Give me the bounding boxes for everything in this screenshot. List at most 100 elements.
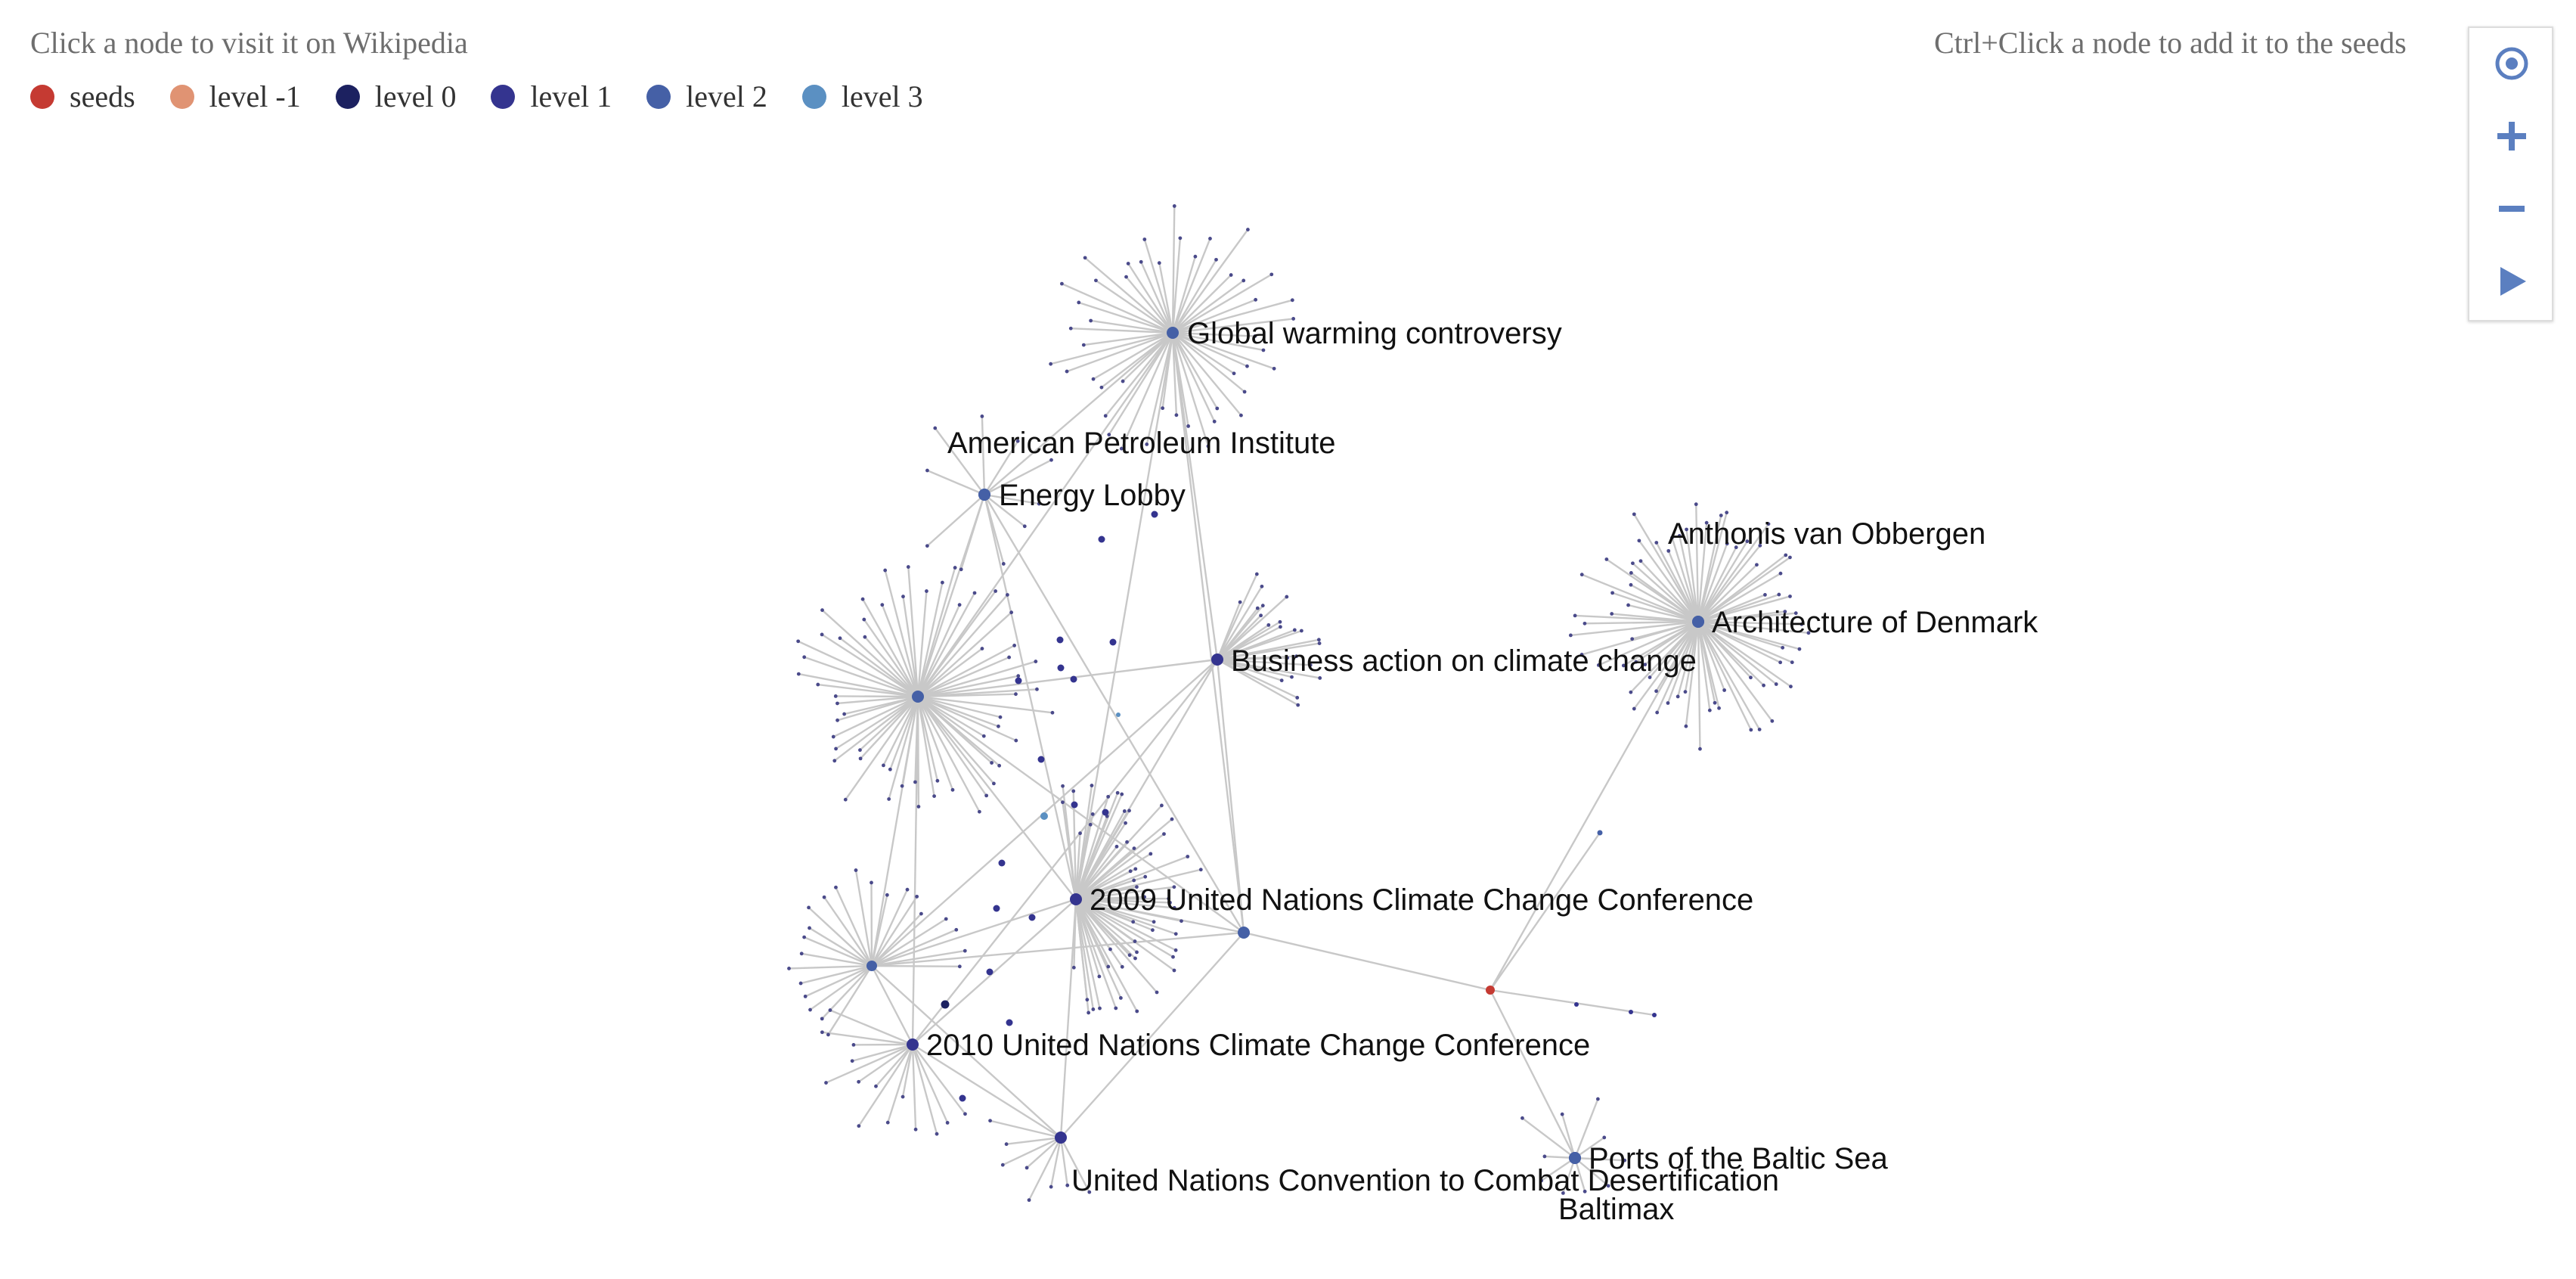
leaf-node[interactable]: [1014, 738, 1018, 743]
leaf-node[interactable]: [1308, 663, 1313, 667]
leaf-node[interactable]: [1152, 920, 1156, 924]
leaf-node[interactable]: [916, 805, 921, 809]
leaf-node[interactable]: [1582, 1189, 1587, 1194]
leaf-node[interactable]: [1114, 1006, 1118, 1010]
leaf-node[interactable]: [1125, 840, 1129, 844]
leaf-node[interactable]: [1142, 237, 1147, 241]
leaf-node[interactable]: [935, 1132, 939, 1136]
leaf-node[interactable]: [1118, 996, 1123, 1000]
leaf-node[interactable]: [1629, 690, 1633, 694]
leaf-node[interactable]: [1677, 534, 1682, 538]
leaf-node[interactable]: [1127, 809, 1131, 813]
intermediate-node[interactable]: [1057, 664, 1065, 672]
leaf-node[interactable]: [1173, 948, 1178, 952]
leaf-node[interactable]: [1081, 343, 1086, 347]
leaf-node[interactable]: [1632, 706, 1636, 711]
leaf-node[interactable]: [824, 1081, 828, 1085]
leaf-node[interactable]: [945, 1121, 950, 1125]
leaf-node[interactable]: [933, 426, 938, 430]
leaf-node[interactable]: [1071, 789, 1076, 793]
leaf-node[interactable]: [963, 948, 967, 953]
leaf-node[interactable]: [1704, 520, 1709, 525]
leaf-node[interactable]: [990, 761, 994, 765]
intermediate-node[interactable]: [1028, 914, 1036, 921]
leaf-node[interactable]: [1120, 964, 1124, 969]
leaf-node[interactable]: [1077, 300, 1081, 305]
leaf-node[interactable]: [1106, 964, 1111, 969]
leaf-node[interactable]: [1133, 956, 1137, 961]
leaf-node[interactable]: [1643, 663, 1648, 667]
leaf-node[interactable]: [1242, 278, 1246, 283]
leaf-node[interactable]: [828, 1008, 832, 1012]
graph-node-global-warming-controversy[interactable]: [1167, 327, 1179, 339]
leaf-node[interactable]: [1255, 606, 1260, 610]
leaf-node[interactable]: [1774, 682, 1778, 686]
leaf-node[interactable]: [1025, 1166, 1029, 1170]
leaf-node[interactable]: [963, 1112, 967, 1116]
leaf-node[interactable]: [1037, 501, 1041, 506]
leaf-node[interactable]: [851, 1042, 856, 1047]
leaf-node[interactable]: [1098, 1006, 1102, 1010]
leaf-node[interactable]: [1316, 638, 1321, 642]
leaf-node[interactable]: [1001, 562, 1006, 566]
leaf-node[interactable]: [980, 414, 984, 418]
leaf-node[interactable]: [1749, 728, 1753, 732]
graph-node-architecture-of-denmark[interactable]: [1692, 616, 1704, 628]
leaf-node[interactable]: [1131, 920, 1136, 924]
zoom-out-button[interactable]: [2469, 173, 2555, 246]
leaf-node[interactable]: [1012, 644, 1017, 647]
intermediate-node[interactable]: [1040, 812, 1048, 820]
leaf-node[interactable]: [822, 895, 826, 899]
leaf-node[interactable]: [1071, 965, 1076, 970]
leaf-node[interactable]: [1061, 800, 1065, 805]
leaf-node[interactable]: [1034, 660, 1038, 663]
leaf-node[interactable]: [980, 647, 984, 650]
graph-node-hub[interactable]: [866, 961, 877, 971]
leaf-node[interactable]: [1162, 832, 1166, 837]
leaf-node[interactable]: [1198, 868, 1203, 872]
leaf-node[interactable]: [880, 603, 885, 607]
leaf-node[interactable]: [1596, 663, 1601, 667]
leaf-node[interactable]: [998, 715, 1003, 719]
leaf-node[interactable]: [1685, 527, 1688, 532]
leaf-node[interactable]: [1626, 603, 1630, 607]
leaf-node[interactable]: [1539, 1178, 1544, 1183]
leaf-node[interactable]: [1143, 874, 1148, 879]
leaf-node[interactable]: [1114, 844, 1119, 849]
leaf-node[interactable]: [1632, 512, 1636, 517]
leaf-node[interactable]: [1126, 262, 1130, 265]
leaf-node[interactable]: [1004, 1142, 1009, 1147]
leaf-node[interactable]: [1229, 273, 1233, 277]
leaf-node[interactable]: [820, 1030, 824, 1035]
leaf-node[interactable]: [803, 994, 808, 998]
leaf-node[interactable]: [802, 655, 807, 660]
leaf-node[interactable]: [1060, 281, 1064, 286]
leaf-node[interactable]: [1088, 822, 1093, 827]
leaf-node[interactable]: [885, 893, 889, 897]
leaf-node[interactable]: [1178, 236, 1183, 241]
leaf-node[interactable]: [1161, 406, 1165, 411]
leaf-node[interactable]: [957, 964, 962, 969]
leaf-node[interactable]: [994, 589, 998, 593]
leaf-node[interactable]: [799, 951, 804, 956]
leaf-node[interactable]: [1027, 1198, 1031, 1203]
intermediate-node[interactable]: [959, 1094, 966, 1102]
leaf-node[interactable]: [915, 894, 919, 899]
leaf-node[interactable]: [1099, 385, 1104, 390]
graph-node-energy-lobby[interactable]: [978, 489, 990, 501]
leaf-node[interactable]: [954, 927, 959, 932]
leaf-node[interactable]: [1579, 653, 1584, 657]
leaf-node[interactable]: [1292, 628, 1297, 632]
leaf-node[interactable]: [1168, 900, 1172, 905]
leaf-node[interactable]: [1777, 592, 1781, 597]
leaf-node[interactable]: [957, 603, 962, 607]
leaf-node[interactable]: [1655, 710, 1660, 715]
leaf-node[interactable]: [858, 756, 863, 761]
leaf-node[interactable]: [1115, 790, 1120, 795]
leaf-node[interactable]: [901, 594, 905, 599]
leaf-node[interactable]: [1106, 794, 1111, 799]
leaf-node[interactable]: [1009, 610, 1014, 615]
leaf-node[interactable]: [1119, 446, 1124, 451]
leaf-node[interactable]: [1087, 1010, 1091, 1015]
intermediate-node[interactable]: [1037, 756, 1045, 763]
